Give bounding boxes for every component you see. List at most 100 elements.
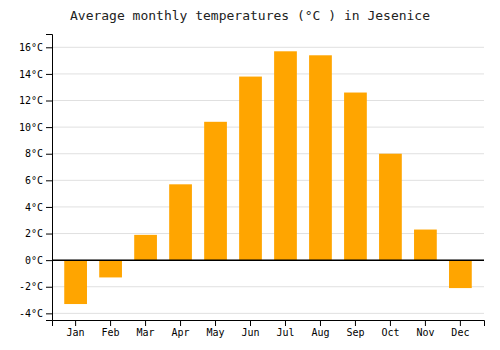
bar xyxy=(134,235,157,260)
x-axis-line xyxy=(53,321,485,327)
y-tick-label: 2°C xyxy=(25,228,43,239)
grid-line xyxy=(52,47,484,48)
x-tick-mark xyxy=(425,320,426,326)
grid-line xyxy=(52,313,484,314)
y-tick-label: 14°C xyxy=(19,69,43,80)
grid xyxy=(52,47,484,313)
y-tick: 0°C xyxy=(25,255,52,266)
y-tick-label: 6°C xyxy=(25,175,43,186)
grid-line xyxy=(52,73,484,74)
x-tick: Jun xyxy=(241,320,259,338)
y-tick: 4°C xyxy=(25,202,52,213)
x-tick-label: Feb xyxy=(102,327,120,338)
y-axis: -4°C -2°C 0°C 2°C 4°C 6°C 8°C 10°C 12°C 14°C 16°C xyxy=(19,35,53,321)
x-tick-label: Jun xyxy=(241,327,259,338)
bars xyxy=(52,51,484,304)
y-tick: 10°C xyxy=(19,122,52,133)
x-tick-label: Aug xyxy=(311,327,329,338)
grid-line xyxy=(52,206,484,207)
y-tick-mark xyxy=(46,287,52,288)
bar xyxy=(169,184,192,260)
zero-line xyxy=(52,259,484,261)
y-tick-mark xyxy=(46,101,52,102)
plot: -4°C -2°C 0°C 2°C 4°C 6°C 8°C 10°C 12°C 14°C 16°C J… xyxy=(19,35,485,339)
x-tick: Jul xyxy=(276,320,294,338)
y-tick-label: 8°C xyxy=(25,148,43,159)
bar xyxy=(274,51,297,260)
y-tick: 16°C xyxy=(19,42,52,53)
y-tick-mark xyxy=(46,154,52,155)
grid-line xyxy=(52,286,484,287)
x-tick-label: Oct xyxy=(381,327,399,338)
x-tick: Oct xyxy=(381,320,399,338)
y-tick: 14°C xyxy=(19,69,52,80)
x-tick: Apr xyxy=(172,320,190,338)
x-tick: May xyxy=(206,320,224,338)
x-tick-mark xyxy=(355,320,356,326)
x-tick-mark xyxy=(460,320,461,326)
bar xyxy=(309,55,332,260)
y-tick-label: -2°C xyxy=(19,281,43,292)
y-tick-mark xyxy=(46,74,52,75)
x-tick-label: Jan xyxy=(67,327,85,338)
x-tick-label: Jul xyxy=(276,327,294,338)
y-tick-mark xyxy=(46,313,52,314)
x-tick-mark xyxy=(215,320,216,326)
grid-line xyxy=(52,153,484,154)
x-tick-mark xyxy=(180,320,181,326)
x-tick-label: Dec xyxy=(451,327,469,338)
grid-line xyxy=(52,127,484,128)
x-axis: Jan Feb Mar Apr May Jun Jul Aug Sep Oct Nov Dec xyxy=(53,320,485,338)
y-tick-mark xyxy=(46,207,52,208)
y-tick-label: 0°C xyxy=(25,255,43,266)
x-tick-label: Sep xyxy=(346,327,364,338)
bar xyxy=(239,77,262,261)
y-tick: 2°C xyxy=(25,228,52,239)
y-tick-mark xyxy=(46,127,52,128)
grid-line xyxy=(52,180,484,181)
x-tick-mark xyxy=(75,320,76,326)
y-tick: 6°C xyxy=(25,175,52,186)
x-tick: Dec xyxy=(451,320,469,338)
bar xyxy=(64,260,87,304)
x-tick: Jan xyxy=(67,320,85,338)
x-tick-mark xyxy=(320,320,321,326)
y-tick-mark xyxy=(46,234,52,235)
y-tick-label: 10°C xyxy=(19,122,43,133)
y-axis-line xyxy=(46,35,53,321)
x-tick: Aug xyxy=(311,320,329,338)
x-tick-label: Apr xyxy=(172,327,190,338)
y-tick-mark xyxy=(46,47,52,48)
x-tick-mark xyxy=(250,320,251,326)
x-tick-label: May xyxy=(206,327,224,338)
y-tick: 12°C xyxy=(19,95,52,106)
bar xyxy=(379,154,402,260)
title: Average monthly temperatures (°C ) in Je… xyxy=(70,8,430,23)
bar xyxy=(344,93,367,261)
x-tick: Mar xyxy=(137,320,155,338)
bar xyxy=(414,230,437,261)
x-tick-label: Nov xyxy=(416,327,434,338)
bar xyxy=(204,122,227,260)
y-tick: 8°C xyxy=(25,148,52,159)
x-tick-mark xyxy=(390,320,391,326)
x-tick: Nov xyxy=(416,320,434,338)
x-tick-label: Mar xyxy=(137,327,155,338)
bar xyxy=(99,260,122,277)
x-tick: Feb xyxy=(102,320,120,338)
y-tick: -2°C xyxy=(19,281,52,292)
x-tick: Sep xyxy=(346,320,364,338)
grid-line xyxy=(52,100,484,101)
bar xyxy=(449,260,472,288)
y-tick-label: -4°C xyxy=(19,308,43,319)
x-tick-mark xyxy=(285,320,286,326)
chart: Average monthly temperatures (°C ) in Je… xyxy=(0,0,500,350)
x-tick-mark xyxy=(145,320,146,326)
y-tick-mark xyxy=(46,180,52,181)
grid-line xyxy=(52,260,484,261)
y-tick-mark xyxy=(46,260,52,261)
y-tick: -4°C xyxy=(19,308,52,319)
x-tick-mark xyxy=(110,320,111,326)
y-tick-label: 16°C xyxy=(19,42,43,53)
y-tick-label: 4°C xyxy=(25,202,43,213)
